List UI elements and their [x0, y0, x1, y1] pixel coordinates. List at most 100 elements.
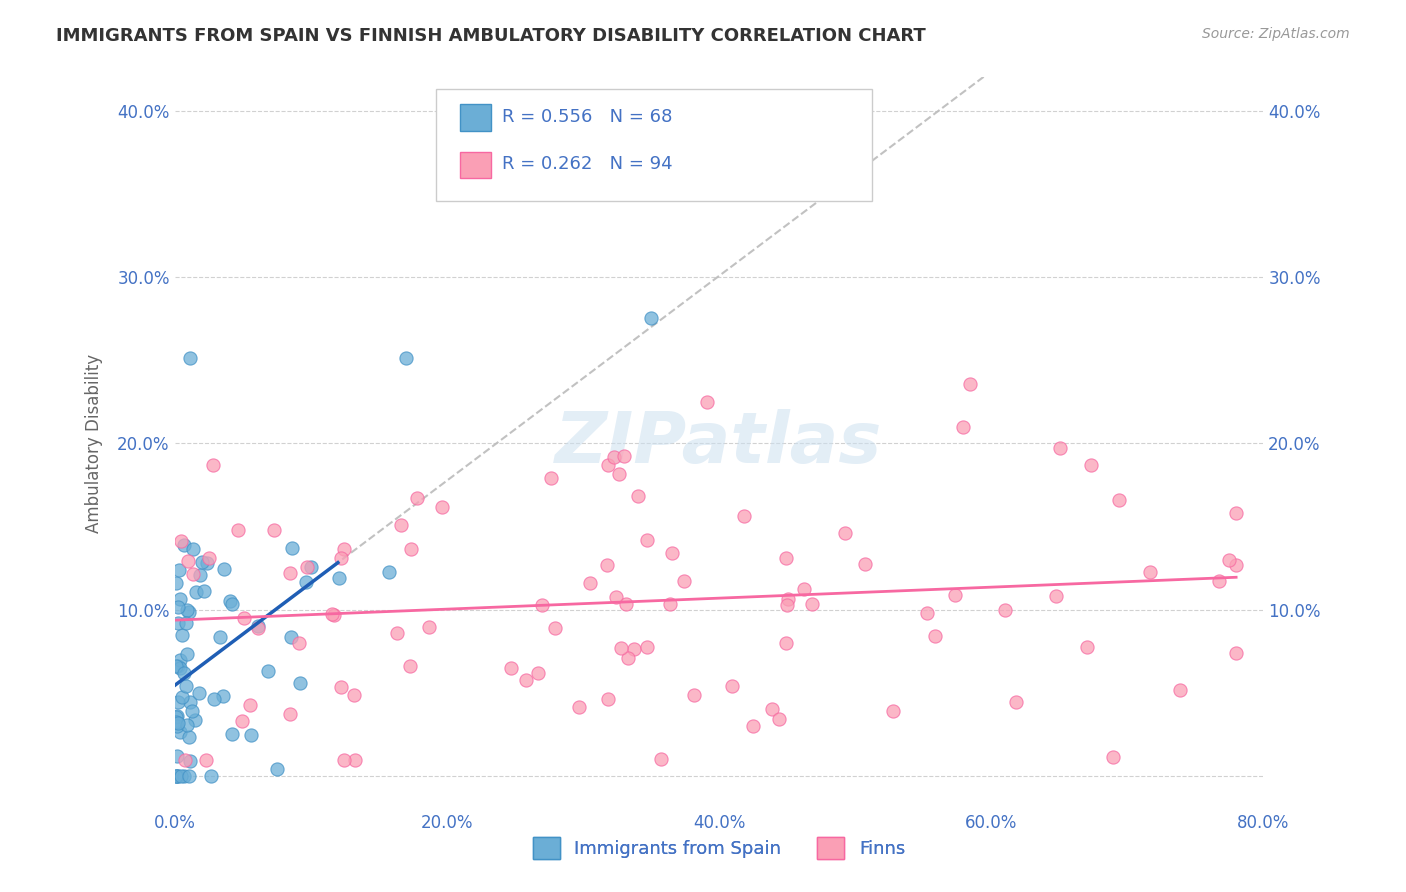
- Point: [636, 533, 658, 548]
- Point: [1218, 553, 1240, 567]
- Point: [613, 450, 636, 464]
- Point: [197, 556, 219, 570]
- Point: [330, 551, 353, 566]
- Point: [733, 509, 755, 524]
- Point: [166, 708, 188, 723]
- Point: [246, 621, 269, 635]
- Point: [333, 542, 356, 557]
- Point: [239, 698, 262, 712]
- Point: [167, 600, 190, 615]
- Point: [239, 728, 262, 742]
- Point: [793, 582, 815, 597]
- Point: [1208, 574, 1230, 589]
- Point: [212, 690, 235, 704]
- Point: [801, 597, 824, 611]
- Point: [776, 592, 799, 607]
- Point: [605, 590, 627, 604]
- Point: [169, 563, 191, 577]
- Point: [834, 526, 856, 541]
- Point: [882, 704, 904, 718]
- Point: [418, 619, 440, 633]
- Y-axis label: Ambulatory Disability: Ambulatory Disability: [86, 354, 103, 533]
- Point: [176, 554, 198, 568]
- Point: [226, 523, 249, 537]
- Point: [609, 640, 631, 655]
- Point: [853, 558, 876, 572]
- Point: [959, 377, 981, 392]
- Point: [188, 568, 211, 582]
- Point: [169, 653, 191, 667]
- Point: [333, 753, 356, 767]
- Point: [627, 489, 650, 503]
- Point: [568, 700, 591, 714]
- Point: [696, 394, 718, 409]
- Point: [1045, 589, 1067, 603]
- Point: [170, 690, 193, 705]
- Point: [540, 471, 562, 485]
- Point: [173, 753, 195, 767]
- Text: IMMIGRANTS FROM SPAIN VS FINNISH AMBULATORY DISABILITY CORRELATION CHART: IMMIGRANTS FROM SPAIN VS FINNISH AMBULAT…: [56, 27, 927, 45]
- Point: [165, 769, 187, 783]
- Point: [294, 574, 316, 589]
- Point: [169, 769, 191, 783]
- Point: [775, 550, 797, 565]
- Point: [596, 692, 619, 706]
- Text: ZIPatlas: ZIPatlas: [555, 409, 883, 478]
- Point: [165, 575, 187, 590]
- Point: [768, 712, 790, 726]
- Legend: Immigrants from Spain, Finns: Immigrants from Spain, Finns: [526, 830, 912, 866]
- Point: [943, 588, 966, 602]
- Point: [1080, 458, 1102, 473]
- Point: [683, 689, 706, 703]
- Point: [247, 619, 270, 633]
- Point: [209, 630, 232, 644]
- Point: [1004, 695, 1026, 709]
- Point: [637, 640, 659, 654]
- Point: [515, 673, 537, 688]
- Point: [531, 599, 554, 613]
- Point: [173, 665, 195, 680]
- Point: [266, 762, 288, 776]
- Point: [179, 769, 201, 783]
- Point: [387, 625, 409, 640]
- Point: [952, 420, 974, 434]
- Point: [1139, 565, 1161, 579]
- Point: [173, 769, 195, 783]
- Point: [344, 753, 367, 767]
- Point: [1225, 558, 1247, 573]
- Point: [673, 574, 696, 588]
- Point: [221, 597, 243, 611]
- Point: [994, 603, 1017, 617]
- Point: [579, 575, 602, 590]
- Point: [165, 714, 187, 729]
- Point: [176, 647, 198, 661]
- Point: [190, 555, 212, 569]
- Point: [623, 641, 645, 656]
- Point: [430, 500, 453, 514]
- Text: R = 0.262   N = 94: R = 0.262 N = 94: [502, 155, 672, 173]
- Point: [174, 615, 197, 630]
- Point: [278, 706, 301, 721]
- Point: [176, 679, 198, 693]
- Point: [187, 685, 209, 699]
- Point: [1225, 507, 1247, 521]
- Point: [184, 585, 207, 599]
- Point: [288, 636, 311, 650]
- Point: [398, 658, 420, 673]
- Point: [399, 541, 422, 556]
- Point: [299, 560, 322, 574]
- Point: [924, 629, 946, 643]
- Point: [596, 558, 619, 572]
- Point: [201, 458, 224, 473]
- Point: [173, 538, 195, 552]
- Point: [166, 769, 188, 783]
- Point: [195, 753, 218, 767]
- Point: [343, 688, 366, 702]
- Point: [179, 754, 201, 768]
- Point: [169, 661, 191, 675]
- Point: [917, 606, 939, 620]
- Point: [405, 491, 427, 505]
- Point: [330, 680, 353, 694]
- Point: [193, 584, 215, 599]
- Point: [640, 310, 662, 325]
